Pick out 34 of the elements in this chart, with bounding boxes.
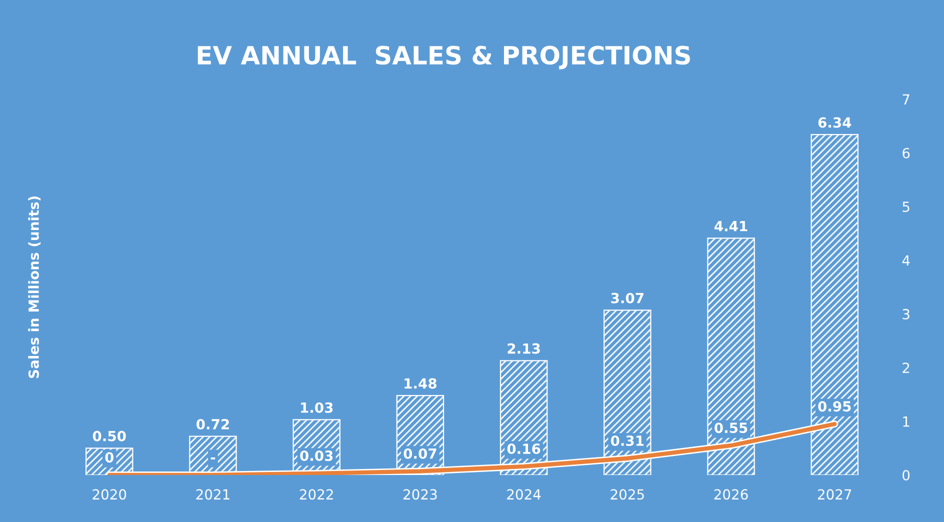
data-label: 1.03 [301,402,333,413]
data-label: 0.03 [300,450,333,461]
data-label: 0 [105,452,114,463]
data-label: 1.48 [404,378,436,389]
data-label: 0.31 [610,435,644,446]
y-tick-label: 3 [902,308,910,320]
data-label: 0.16 [507,444,540,454]
x-tick-label: 2027 [818,489,852,500]
x-tick-label: 2020 [92,489,126,500]
x-tick-label: 2024 [507,489,541,500]
y-tick-label: 5 [902,202,910,212]
x-tick-label: 2026 [714,489,748,500]
x-tick-label: 2022 [300,489,333,500]
data-label: 2.13 [508,343,540,354]
y-axis-title: Sales in Millions (units) [28,196,41,378]
y-tick-label: 0 [902,470,910,480]
x-tick-label: 2021 [196,489,230,500]
data-label: 4.41 [714,221,748,232]
y-tick-label: 6 [902,148,910,158]
data-label: 0.50 [92,430,126,442]
y-tick-label: 1 [903,416,910,427]
data-label: - [210,457,216,460]
chart-title: EV ANNUAL SALES & PROJECTIONS [198,46,690,70]
data-label: 3.07 [611,292,644,304]
data-label: 0.72 [196,419,229,430]
data-label: 6.34 [818,117,852,128]
data-label: 0.95 [818,401,851,412]
data-label: 0.55 [714,422,748,434]
y-tick-label: 2 [902,362,910,373]
x-tick-label: 2023 [404,489,437,500]
data-label: 0.07 [404,448,436,459]
y-tick-label: 7 [902,94,910,104]
x-tick-label: 2025 [610,489,644,500]
y-tick-label: 4 [902,255,910,266]
